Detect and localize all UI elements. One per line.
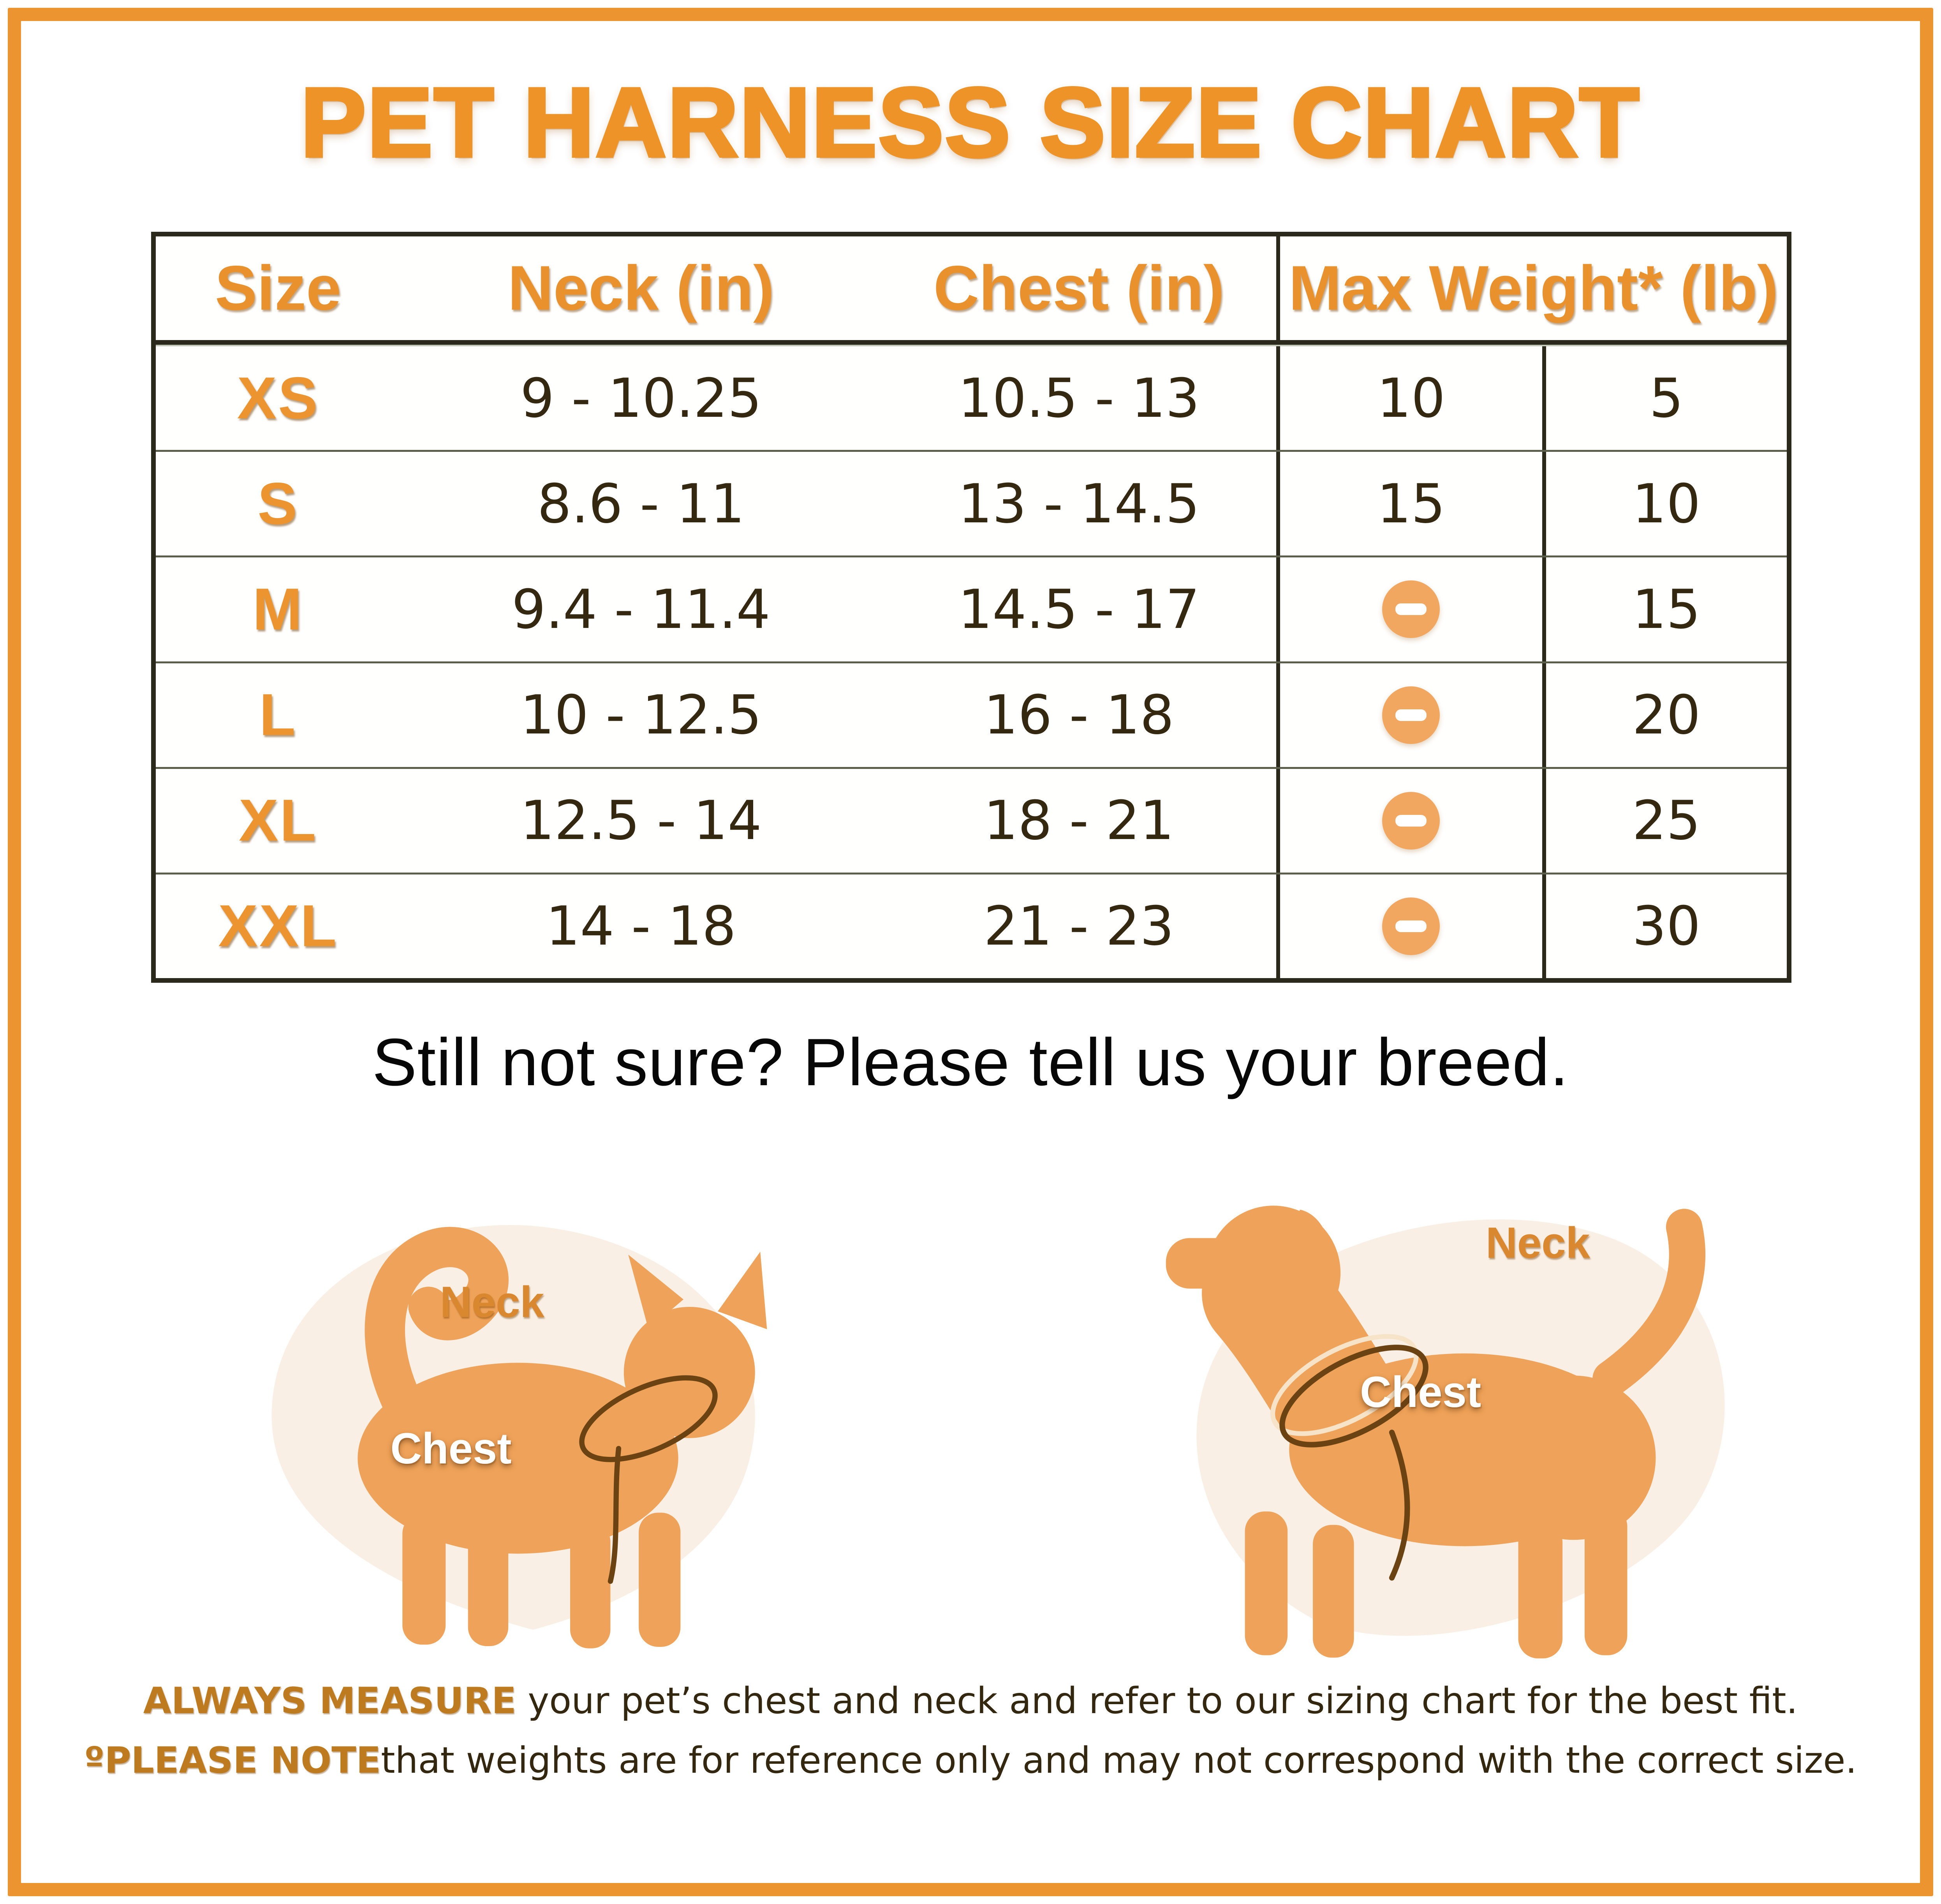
table-row: M 9.4 - 11.4 14.5 - 17 15 [156, 555, 1787, 661]
size-value: M [252, 576, 304, 642]
footnote-note-text: that weights are for reference only and … [381, 1739, 1857, 1782]
size-value: XL [238, 787, 318, 854]
footnote-note-bold: ºPLEASE NOTE [84, 1739, 381, 1782]
cat-neck-label: Neck [440, 1278, 544, 1327]
weight-right: 5 [1649, 367, 1684, 430]
footnote-measure-bold: ALWAYS MEASURE [143, 1680, 516, 1722]
dog-neck-measure-line [1279, 1345, 1428, 1447]
neck-range: 9.4 - 11.4 [511, 578, 771, 641]
chest-range: 14.5 - 17 [958, 578, 1200, 641]
dog-measurement-figure: Neck Chest [1079, 1118, 1819, 1671]
table-row: XL 12.5 - 14 18 - 21 25 [156, 767, 1787, 873]
size-value: S [257, 470, 299, 537]
weight-right: 20 [1632, 684, 1701, 747]
weight-right: 30 [1632, 895, 1701, 958]
cat-figure-graphic [271, 1225, 767, 1648]
minus-icon [1382, 686, 1440, 744]
table-row: L 10 - 12.5 16 - 18 20 [156, 661, 1787, 767]
neck-range: 9 - 10.25 [520, 367, 762, 430]
minus-icon [1382, 792, 1440, 850]
dog-chest-label: Chest [1360, 1368, 1481, 1416]
dog-silhouette-icon [1166, 1206, 1705, 1659]
minus-icon [1382, 580, 1440, 638]
size-value: L [259, 682, 297, 748]
chest-range: 21 - 23 [984, 895, 1174, 958]
minus-icon [1382, 897, 1440, 955]
footnote-note: ºPLEASE NOTEthat weights are for referen… [0, 1731, 1941, 1790]
cat-measurement-figure: Neck Chest [164, 1141, 872, 1663]
chest-range: 13 - 14.5 [958, 472, 1200, 535]
footnote-measure: ALWAYS MEASURE your pet’s chest and neck… [0, 1671, 1941, 1731]
chest-range: 10.5 - 13 [958, 367, 1200, 430]
size-chart-table: Size Neck (in) Chest (in) Max Weight* (l… [151, 232, 1791, 983]
footnote-measure-text: your pet’s chest and neck and refer to o… [516, 1680, 1798, 1722]
table-row: XS 9 - 10.25 10.5 - 13 10 5 [156, 345, 1787, 450]
neck-range: 10 - 12.5 [520, 684, 762, 747]
table-row: XXL 14 - 18 21 - 23 30 [156, 872, 1787, 978]
weight-left: 15 [1377, 472, 1446, 535]
cat-silhouette-icon [358, 1227, 767, 1648]
cat-chest-measure-line [608, 1446, 622, 1584]
cat-chest-label: Chest [390, 1424, 512, 1473]
weight-right: 10 [1632, 472, 1701, 535]
subtitle: Still not sure? Please tell us your bree… [372, 1025, 1569, 1100]
header-max-weight: Max Weight* (lb) [1289, 253, 1779, 323]
cat-neck-measure-line [579, 1375, 718, 1462]
header-neck: Neck (in) [507, 253, 774, 323]
size-value: XXL [218, 893, 338, 959]
table-row: S 8.6 - 11 13 - 14.5 15 10 [156, 450, 1787, 556]
table-header-row: Size Neck (in) Chest (in) Max Weight* (l… [156, 236, 1787, 345]
chest-range: 16 - 18 [984, 684, 1174, 747]
dog-figure-graphic [1166, 1206, 1725, 1659]
chest-range: 18 - 21 [984, 789, 1174, 852]
dog-chest-measure-line [1389, 1430, 1410, 1581]
footnotes: ALWAYS MEASURE your pet’s chest and neck… [0, 1671, 1941, 1791]
header-size: Size [215, 253, 342, 323]
size-value: XS [237, 365, 319, 431]
neck-range: 12.5 - 14 [520, 789, 762, 852]
weight-right: 15 [1632, 578, 1701, 641]
neck-range: 14 - 18 [546, 895, 736, 958]
weight-left: 10 [1377, 367, 1446, 430]
header-chest: Chest (in) [933, 253, 1224, 323]
dog-neck-label: Neck [1486, 1218, 1590, 1267]
page-title: PET HARNESS SIZE CHART [299, 66, 1641, 179]
neck-range: 8.6 - 11 [537, 472, 745, 535]
weight-right: 25 [1632, 789, 1701, 852]
